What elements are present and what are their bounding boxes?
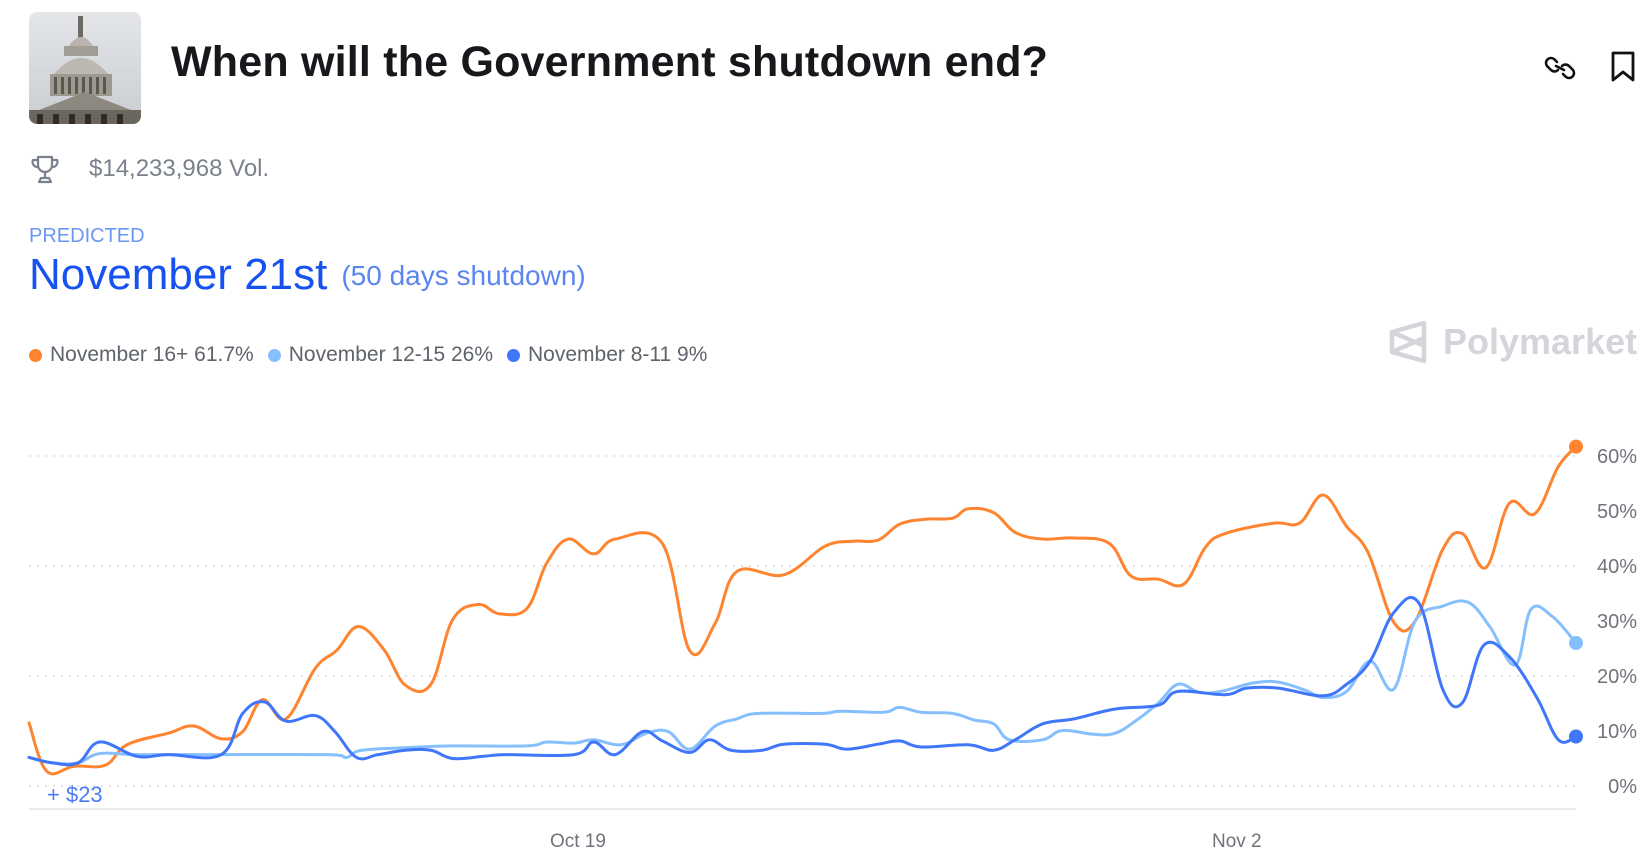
gridlines bbox=[29, 455, 1576, 787]
brand-name: Polymarket bbox=[1443, 321, 1638, 362]
legend-dot bbox=[507, 348, 520, 362]
trophy-icon bbox=[30, 154, 60, 184]
market-thumbnail bbox=[29, 12, 141, 124]
polymarket-logo-icon bbox=[1389, 320, 1427, 364]
y-tick-label: 10% bbox=[1597, 721, 1637, 743]
series-endpoint-marker bbox=[1569, 636, 1583, 650]
predicted-row: November 21st (50 days shutdown) bbox=[29, 250, 586, 300]
y-tick-label: 40% bbox=[1597, 556, 1637, 578]
legend-item-november-8-11[interactable]: November 8-11 9% bbox=[507, 343, 707, 367]
chart-legend: November 16+ 61.7% November 12-15 26% No… bbox=[29, 343, 707, 367]
predicted-label: PREDICTED bbox=[29, 225, 145, 247]
predicted-note: (50 days shutdown) bbox=[341, 260, 586, 291]
legend-item-november-16-plus[interactable]: November 16+ 61.7% bbox=[29, 343, 254, 367]
y-tick-label: 20% bbox=[1597, 666, 1637, 688]
bookmark-button[interactable] bbox=[1608, 50, 1638, 84]
y-tick-label: 60% bbox=[1597, 446, 1637, 468]
volume-text: $14,233,968 Vol. bbox=[89, 155, 270, 182]
us-capitol-image bbox=[29, 12, 141, 124]
x-tick-label: Nov 2 bbox=[1212, 831, 1262, 851]
series-line bbox=[27, 596, 1578, 767]
y-tick-label: 30% bbox=[1597, 611, 1637, 633]
series-line bbox=[27, 445, 1578, 776]
copy-link-button[interactable] bbox=[1544, 52, 1576, 84]
y-axis-ticks: 0% 10% 20% 30% 40% 50% 60% bbox=[1597, 446, 1637, 798]
x-axis-ticks: Oct 19 Nov 2 bbox=[550, 831, 1262, 851]
series-endpoints bbox=[1569, 439, 1583, 744]
y-tick-label: 50% bbox=[1597, 501, 1637, 523]
price-history-chart[interactable]: 0% 10% 20% 30% 40% 50% 60% Oct 19 Nov 2 bbox=[0, 380, 1642, 851]
series-lines bbox=[27, 445, 1578, 776]
legend-dot bbox=[267, 348, 281, 362]
x-tick-label: Oct 19 bbox=[550, 831, 606, 851]
legend-label: November 12-15 26% bbox=[288, 343, 493, 366]
legend-label: November 16+ 61.7% bbox=[50, 343, 254, 366]
legend-item-november-12-15[interactable]: November 12-15 26% bbox=[267, 343, 493, 367]
y-tick-label: 0% bbox=[1608, 776, 1637, 798]
market-title: When will the Government shutdown end? bbox=[171, 38, 1049, 86]
bookmark-icon bbox=[1611, 51, 1635, 82]
legend-label: November 8-11 9% bbox=[528, 343, 708, 366]
link-icon bbox=[1544, 56, 1576, 80]
series-line bbox=[27, 599, 1578, 766]
legend-dot bbox=[29, 348, 42, 362]
predicted-value: November 21st bbox=[29, 250, 328, 299]
series-endpoint-marker bbox=[1569, 439, 1583, 454]
polymarket-logo: Polymarket bbox=[1389, 320, 1637, 364]
series-endpoint-marker bbox=[1569, 729, 1583, 744]
position-badge: + $23 bbox=[47, 782, 103, 807]
